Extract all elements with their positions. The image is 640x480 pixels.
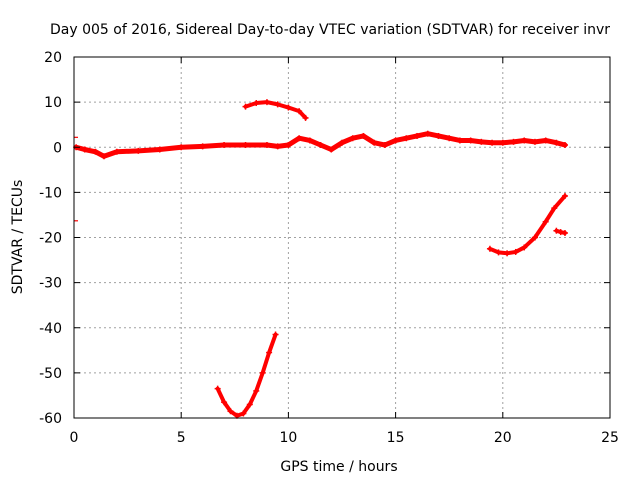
axis-ticks: 0 5 10 15 20 25 -60 -50 -40 -30 -20 -10 0 10 20 xyxy=(39,50,619,446)
x-tick-label: 20 xyxy=(494,430,512,446)
data-segment xyxy=(200,142,227,149)
data-segment xyxy=(114,148,141,155)
series-main-band xyxy=(73,130,568,160)
y-tick-label: -10 xyxy=(39,185,62,201)
series-arc-high xyxy=(242,99,309,121)
grid-lines xyxy=(74,57,610,418)
data-segment xyxy=(254,370,265,393)
data-segment xyxy=(543,206,557,224)
y-tick-label: 20 xyxy=(44,50,62,66)
x-tick-label: 25 xyxy=(601,430,619,446)
chart-title: Day 005 of 2016, Sidereal Day-to-day VTE… xyxy=(50,22,610,38)
series-segment-right xyxy=(553,227,568,236)
y-axis-label: SDTVAR / TECUs xyxy=(10,180,26,295)
y-tick-label: -20 xyxy=(39,231,62,247)
data-segment xyxy=(522,235,537,250)
x-tick-label: 5 xyxy=(177,430,186,446)
data-points xyxy=(73,99,568,419)
data-segment xyxy=(267,332,278,355)
data-segment xyxy=(532,219,548,240)
series-outliers xyxy=(74,136,78,222)
data-segment xyxy=(552,193,567,211)
data-segment xyxy=(260,350,272,375)
data-segment xyxy=(297,109,308,120)
x-tick-label: 15 xyxy=(387,430,405,446)
data-segment xyxy=(178,143,206,150)
x-axis-label: GPS time / hours xyxy=(280,459,397,475)
data-segment xyxy=(135,147,163,154)
y-tick-label: -60 xyxy=(39,411,62,427)
data-segment xyxy=(247,388,259,407)
y-tick-label: -50 xyxy=(39,366,62,382)
y-tick-label: -30 xyxy=(39,276,62,292)
data-segment xyxy=(215,386,227,405)
data-segment xyxy=(157,144,184,153)
series-arc-right xyxy=(486,192,568,257)
x-tick-label: 10 xyxy=(279,430,297,446)
y-tick-label: -40 xyxy=(39,321,62,337)
series-arc-low xyxy=(214,331,279,419)
x-tick-label: 0 xyxy=(70,430,79,446)
y-tick-label: 0 xyxy=(53,140,62,156)
y-tick-label: 10 xyxy=(44,95,62,111)
